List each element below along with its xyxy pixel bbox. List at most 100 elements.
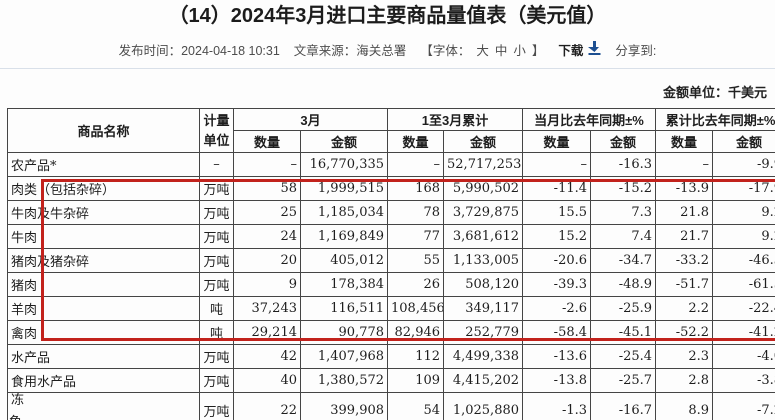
- cell-unit: 万吨: [199, 248, 234, 273]
- font-size-label-end: 】: [531, 43, 545, 58]
- cell-cum-qty: 55: [387, 248, 445, 273]
- col-header-qty: 数量: [233, 130, 301, 153]
- cell-commodity-name: 冻: [7, 392, 200, 420]
- cell-yoy-amt-pct: -46.3: [712, 248, 775, 273]
- cell-mom-qty-pct: -11.4: [522, 176, 592, 201]
- table-row: 冻 万吨 22 399,908 54 1,025,880 -1.3 -16.7 …: [7, 392, 775, 420]
- font-size-medium-link[interactable]: 中: [494, 43, 508, 58]
- cell-mom-qty-pct: -13.6: [522, 344, 592, 369]
- cell-unit: 万吨: [199, 392, 234, 420]
- download-link[interactable]: 下载: [558, 41, 601, 60]
- table-header-row-groups: 商品名称 计量 单位 3月 1至3月累计 当月比去年同期±% 累计比去年同期±%: [7, 108, 775, 153]
- cell-march-qty: 37,243: [233, 296, 301, 321]
- cell-unit: 万吨: [199, 368, 234, 393]
- table-row: 猪肉及猪杂碎 万吨 20 405,012 55 1,133,005 -20.6 …: [7, 248, 775, 273]
- cell-march-qty: 29,214: [233, 320, 301, 345]
- cell-cum-qty: 54: [387, 392, 445, 420]
- cell-commodity-name: 牛肉及牛杂碎: [7, 200, 200, 225]
- cell-yoy-amt-pct: -3.8: [712, 368, 775, 393]
- cell-mom-qty-pct: 15.5: [522, 200, 592, 225]
- cell-commodity-name: 农产品*: [7, 152, 200, 177]
- table-row: 农产品* – – 16,770,335 – 52,717,253 – -16.3…: [7, 152, 775, 177]
- cell-unit: 吨: [199, 320, 234, 345]
- font-size-small-link[interactable]: 小: [513, 43, 526, 58]
- col-header-amt: 金额: [443, 130, 524, 153]
- table-row: 猪肉 万吨 9 178,384 26 508,120 -39.3 -48.9 -…: [7, 272, 775, 297]
- cell-march-amt: 16,770,335: [299, 152, 389, 177]
- cell-march-qty: 58: [233, 176, 301, 201]
- cell-yoy-qty-pct: –: [655, 152, 714, 177]
- table-row: 食用水产品 万吨 40 1,380,572 109 4,415,202 -13.…: [7, 368, 775, 393]
- cell-yoy-qty-pct: 21.8: [655, 200, 714, 225]
- cell-cum-amt: 5,990,502: [443, 176, 524, 201]
- cell-yoy-qty-pct: -51.7: [655, 272, 714, 297]
- cell-yoy-qty-pct: 2.8: [655, 368, 714, 393]
- cell-mom-amt-pct: -25.7: [590, 368, 657, 393]
- publish-time: 发布时间：2024-04-18 10:31: [118, 43, 280, 58]
- table-header-row-measures: 数量 金额 数量 金额 数量 金额 数量 金额: [8, 130, 775, 153]
- cell-cum-amt: 4,415,202: [443, 368, 524, 393]
- col-header-unit: 计量 单位: [199, 108, 234, 153]
- cell-commodity-name: 羊肉: [7, 296, 200, 321]
- cell-yoy-amt-pct: 9.2: [712, 200, 775, 225]
- cell-march-amt: 1,380,572: [299, 368, 389, 393]
- cell-mom-qty-pct: -20.6: [522, 248, 592, 273]
- cell-commodity-name: 食用水产品: [7, 368, 200, 393]
- cell-mom-qty-pct: -1.3: [522, 392, 592, 420]
- cell-cum-amt: 3,729,875: [443, 200, 524, 225]
- cell-commodity-name: 禽肉: [7, 320, 200, 345]
- cell-march-qty: 22: [233, 392, 301, 420]
- cell-yoy-qty-pct: -33.2: [655, 248, 714, 273]
- cell-commodity-name: 肉类（包括杂碎）: [7, 176, 200, 201]
- cell-march-qty: 40: [233, 368, 301, 393]
- cell-yoy-qty-pct: -13.9: [655, 176, 714, 201]
- cell-unit: –: [199, 152, 234, 177]
- cell-yoy-qty-pct: 8.9: [655, 392, 714, 420]
- cell-mom-amt-pct: 7.4: [590, 224, 657, 249]
- cell-mom-qty-pct: –: [522, 152, 592, 177]
- cell-mom-amt-pct: -45.1: [590, 320, 657, 345]
- cell-yoy-amt-pct: -4.0: [712, 344, 775, 369]
- cell-march-qty: 9: [233, 272, 301, 297]
- cell-yoy-qty-pct: 2.2: [655, 296, 714, 321]
- cell-mom-amt-pct: -16.7: [590, 392, 657, 420]
- cell-unit: 万吨: [199, 224, 234, 249]
- wrapped-name-second-line: 鱼: [9, 411, 22, 420]
- col-header-jan-mar-cumulative: 1至3月累计: [387, 108, 524, 131]
- cell-mom-amt-pct: -16.3: [590, 152, 657, 177]
- cell-yoy-amt-pct: 9.2: [712, 224, 775, 249]
- cell-march-qty: 24: [233, 224, 301, 249]
- cell-march-amt: 405,012: [299, 248, 389, 273]
- cell-march-amt: 1,185,034: [299, 200, 389, 225]
- col-header-amt: 金额: [590, 130, 657, 153]
- table-row: 水产品 万吨 42 1,407,968 112 4,499,338 -13.6 …: [7, 344, 775, 369]
- cell-commodity-name: 猪肉及猪杂碎: [7, 248, 200, 273]
- cell-cum-qty: 108,456: [387, 296, 445, 321]
- cell-march-amt: 178,384: [299, 272, 389, 297]
- table-row: 牛肉 万吨 24 1,169,849 77 3,681,612 15.2 7.4…: [7, 224, 775, 249]
- cell-yoy-qty-pct: -52.2: [655, 320, 714, 345]
- cell-march-qty: 42: [233, 344, 301, 369]
- cell-march-qty: 20: [233, 248, 301, 273]
- cell-cum-qty: 109: [387, 368, 445, 393]
- cell-yoy-amt-pct: -22.4: [712, 296, 775, 321]
- table-row: 肉类（包括杂碎） 万吨 58 1,999,515 168 5,990,502 -…: [7, 176, 775, 201]
- cell-cum-amt: 1,133,005: [443, 248, 524, 273]
- cell-mom-qty-pct: -2.6: [522, 296, 592, 321]
- cell-march-amt: 116,511: [299, 296, 389, 321]
- cell-yoy-amt-pct: -17.9: [712, 176, 775, 201]
- cell-cum-amt: 349,117: [443, 296, 524, 321]
- font-size-large-link[interactable]: 大: [476, 43, 489, 58]
- col-header-amt: 金额: [299, 130, 389, 153]
- cell-mom-qty-pct: -58.4: [522, 320, 592, 345]
- col-header-march: 3月: [232, 108, 389, 131]
- cell-cum-qty: 168: [387, 176, 445, 201]
- download-icon[interactable]: [588, 41, 601, 60]
- cell-march-amt: 1,169,849: [299, 224, 389, 249]
- cell-yoy-amt-pct: -7.2: [712, 392, 775, 420]
- cell-mom-amt-pct: -25.4: [590, 344, 657, 369]
- cell-commodity-name: 猪肉: [7, 272, 200, 297]
- cell-cum-qty: –: [387, 152, 445, 177]
- share-to-link[interactable]: 分享到:: [615, 43, 657, 58]
